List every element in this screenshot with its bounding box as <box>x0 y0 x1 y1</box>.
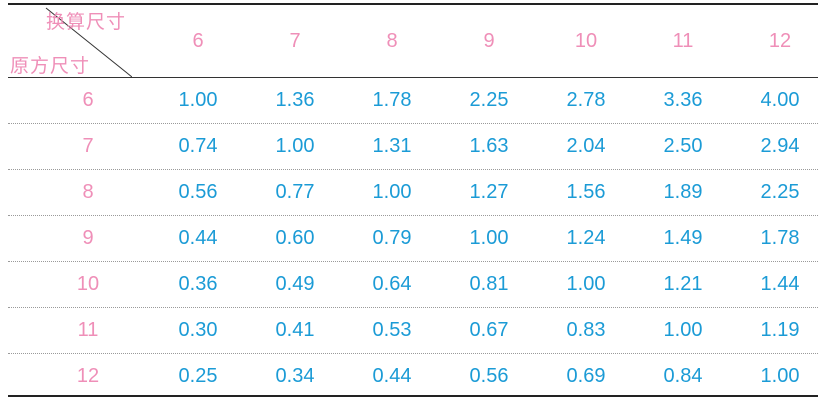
table-row: 10 0.36 0.49 0.64 0.81 1.00 1.21 1.44 <box>8 262 818 308</box>
table-cell: 0.41 <box>275 319 315 341</box>
row-header: 11 <box>77 319 99 341</box>
table-row: 8 0.56 0.77 1.00 1.27 1.56 1.89 2.25 <box>8 170 818 216</box>
table-cell: 3.36 <box>663 89 703 111</box>
table-cell: 0.53 <box>372 319 412 341</box>
column-header: 11 <box>672 30 694 52</box>
table-row: 6 1.00 1.36 1.78 2.25 2.78 3.36 4.00 <box>8 78 818 124</box>
table-cell: 0.36 <box>178 273 218 295</box>
table-cell: 1.24 <box>566 227 606 249</box>
table-cell: 1.36 <box>275 89 315 111</box>
table-cell: 1.00 <box>566 273 606 295</box>
column-header: 7 <box>289 30 301 52</box>
table-cell: 0.84 <box>663 365 703 387</box>
row-header: 6 <box>82 89 94 111</box>
table-cell: 4.00 <box>760 89 800 111</box>
table-cell: 0.44 <box>178 227 218 249</box>
row-header: 10 <box>76 273 100 295</box>
row-header: 8 <box>82 181 94 203</box>
column-header: 9 <box>483 30 495 52</box>
table-cell: 0.64 <box>372 273 412 295</box>
table-bottom-rule <box>8 395 818 397</box>
table-cell: 0.44 <box>372 365 412 387</box>
table-cell: 1.00 <box>760 365 800 387</box>
column-header: 8 <box>386 30 398 52</box>
table-header-row: 换算尺寸 原方尺寸 6 7 8 9 10 11 12 <box>8 5 818 78</box>
corner-original-size-label: 原方尺寸 <box>10 56 91 77</box>
table-cell: 0.67 <box>469 319 509 341</box>
table-cell: 0.56 <box>469 365 509 387</box>
table-cell: 0.74 <box>178 135 218 157</box>
table-cell: 0.83 <box>566 319 606 341</box>
table-cell: 0.79 <box>372 227 412 249</box>
table-cell: 1.44 <box>760 273 800 295</box>
column-header: 10 <box>574 30 598 52</box>
column-header: 12 <box>768 30 792 52</box>
table-cell: 1.63 <box>469 135 509 157</box>
table-cell: 0.69 <box>566 365 606 387</box>
table-row: 11 0.30 0.41 0.53 0.67 0.83 1.00 1.19 <box>8 308 818 354</box>
table-cell: 1.19 <box>760 319 800 341</box>
table-cell: 2.50 <box>663 135 703 157</box>
row-divider <box>8 261 818 262</box>
row-header: 7 <box>82 135 94 157</box>
row-header: 12 <box>76 365 100 387</box>
column-header: 6 <box>192 30 204 52</box>
table-cell: 0.81 <box>469 273 509 295</box>
table-cell: 0.77 <box>275 181 315 203</box>
row-divider <box>8 169 818 170</box>
table-row: 12 0.25 0.34 0.44 0.56 0.69 0.84 1.00 <box>8 354 818 400</box>
table-cell: 1.00 <box>372 181 412 203</box>
table-cell: 1.31 <box>372 135 412 157</box>
table-cell: 0.56 <box>178 181 218 203</box>
table-cell: 2.94 <box>760 135 800 157</box>
table-cell: 1.21 <box>663 273 703 295</box>
row-divider <box>8 215 818 216</box>
corner-converted-size-label: 换算尺寸 <box>46 12 127 33</box>
table-cell: 1.78 <box>372 89 412 111</box>
table-cell: 0.25 <box>178 365 218 387</box>
table-cell: 1.00 <box>275 135 315 157</box>
row-divider <box>8 307 818 308</box>
table-cell: 1.89 <box>663 181 703 203</box>
row-divider <box>8 123 818 124</box>
table-cell: 1.00 <box>663 319 703 341</box>
corner-header-cell: 换算尺寸 原方尺寸 <box>8 5 132 77</box>
table-cell: 0.30 <box>178 319 218 341</box>
table-row: 9 0.44 0.60 0.79 1.00 1.24 1.49 1.78 <box>8 216 818 262</box>
table-cell: 1.49 <box>663 227 703 249</box>
table-cell: 1.56 <box>566 181 606 203</box>
table-cell: 2.25 <box>469 89 509 111</box>
table-cell: 1.00 <box>178 89 218 111</box>
table-cell: 0.34 <box>275 365 315 387</box>
table-cell: 1.27 <box>469 181 509 203</box>
table-cell: 0.60 <box>275 227 315 249</box>
corner-diagonal-line <box>45 7 132 77</box>
table-cell: 2.78 <box>566 89 606 111</box>
table-cell: 1.78 <box>760 227 800 249</box>
row-header: 9 <box>82 227 94 249</box>
table-row: 7 0.74 1.00 1.31 1.63 2.04 2.50 2.94 <box>8 124 818 170</box>
table-cell: 1.00 <box>469 227 509 249</box>
table-cell: 0.49 <box>275 273 315 295</box>
table-top-rule <box>8 3 818 5</box>
row-divider <box>8 353 818 354</box>
table-cell: 2.04 <box>566 135 606 157</box>
table-cell: 2.25 <box>760 181 800 203</box>
conversion-table: 换算尺寸 原方尺寸 6 7 8 9 10 11 12 6 1.00 1.36 1.78 2.25 2.… <box>8 3 818 397</box>
